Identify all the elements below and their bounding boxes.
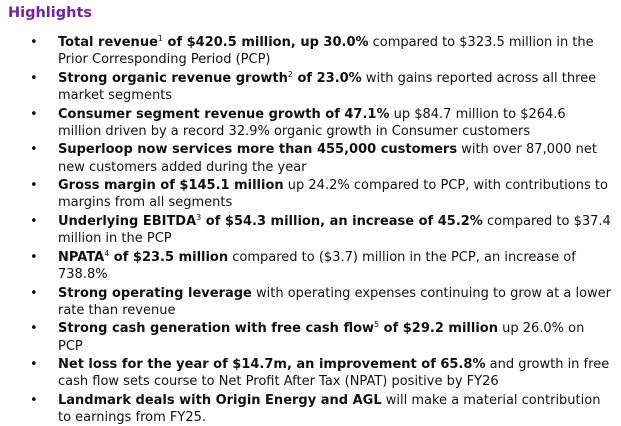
- item-text: and growth in free cash flow sets course…: [58, 357, 610, 390]
- footnote-ref: 4: [104, 248, 110, 258]
- footnote-ref: 3: [196, 212, 202, 222]
- list-item: • NPATA4 of $23.5 million compared to ($3…: [30, 249, 611, 283]
- bullet-icon: •: [30, 321, 38, 337]
- item-text: compared to ($3.7) million in the PCP, a…: [58, 249, 576, 282]
- item-bold: Net loss for the year of $14.7m, an impr…: [58, 357, 486, 373]
- item-bold-cont: of 23.0%: [292, 70, 362, 86]
- list-item: • Underlying EBITDA3 of $54.3 million, an…: [30, 213, 611, 247]
- item-bold: Strong organic revenue growth: [58, 70, 288, 86]
- item-text: up 26.0% on PCP: [58, 321, 585, 354]
- item-bold: Landmark deals with Origin Energy and AG…: [58, 392, 382, 408]
- list-item: • Strong cash generation with free cash f…: [30, 320, 611, 354]
- section-heading: Highlights: [8, 5, 93, 21]
- list-item: • Strong organic revenue growth2 of 23.0%…: [30, 70, 611, 104]
- list-item: • Superloop now services more than 455,00…: [30, 141, 611, 175]
- list-item: • Net loss for the year of $14.7m, an imp…: [30, 356, 611, 390]
- item-bold: Gross margin of $145.1 million: [58, 178, 284, 194]
- item-text: with gains reported across all three mar…: [58, 70, 597, 103]
- item-text: with over 87,000 net new customers added…: [58, 142, 597, 175]
- list-item: • Strong operating leverage with operatin…: [30, 285, 611, 319]
- item-bold: Total revenue: [58, 35, 158, 50]
- footnote-ref: 1: [157, 34, 163, 43]
- highlights-page: Highlights • Total revenue1 of $420.5 mil…: [8, 5, 611, 425]
- list-item: • Landmark deals with Origin Energy and A…: [30, 392, 611, 426]
- bullet-icon: •: [30, 249, 38, 265]
- list-item: • Consumer segment revenue growth of 47.1…: [30, 106, 611, 140]
- bullet-icon: •: [30, 357, 38, 373]
- bullet-icon: •: [30, 213, 38, 229]
- bullet-icon: •: [30, 142, 38, 158]
- bullet-icon: •: [30, 70, 38, 86]
- bullet-icon: •: [30, 178, 38, 194]
- footnote-ref: 2: [287, 69, 293, 79]
- item-text: compared to $323.5 million in the Prior …: [58, 35, 594, 68]
- item-bold-cont: of $420.5 million, up 30.0%: [162, 35, 369, 50]
- bullet-icon: •: [30, 392, 38, 408]
- item-text: compared to $37.4 million in the PCP: [58, 213, 611, 247]
- item-bold-cont: of $54.3 million, an increase of 45.2%: [201, 213, 483, 229]
- footnote-ref: 5: [374, 320, 380, 330]
- item-bold: Consumer segment revenue growth of 47.1%: [58, 106, 390, 122]
- highlights-list: • Total revenue1 of $420.5 million, up 30…: [8, 34, 611, 426]
- item-bold: Underlying EBITDA: [58, 213, 197, 229]
- list-item: • Gross margin of $145.1 million up 24.2%…: [30, 177, 611, 211]
- bullet-icon: •: [30, 106, 38, 122]
- item-bold: Strong cash generation with free cash fl…: [58, 321, 375, 337]
- item-bold: Strong operating leverage: [58, 285, 252, 301]
- item-text: up 24.2% compared to PCP, with contribut…: [58, 178, 608, 211]
- item-bold: NPATA: [58, 249, 105, 265]
- item-text: up $84.7 million to $264.6 million drive…: [58, 106, 566, 139]
- item-bold-cont: of $29.2 million: [379, 321, 498, 337]
- item-bold: Superloop now services more than 455,000…: [58, 142, 458, 158]
- bullet-icon: •: [30, 35, 38, 50]
- item-text: with operating expenses continuing to gr…: [58, 285, 612, 318]
- list-item: • Total revenue1 of $420.5 million, up 30…: [30, 34, 611, 68]
- bullet-icon: •: [30, 285, 38, 301]
- item-bold-cont: of $23.5 million: [109, 249, 229, 265]
